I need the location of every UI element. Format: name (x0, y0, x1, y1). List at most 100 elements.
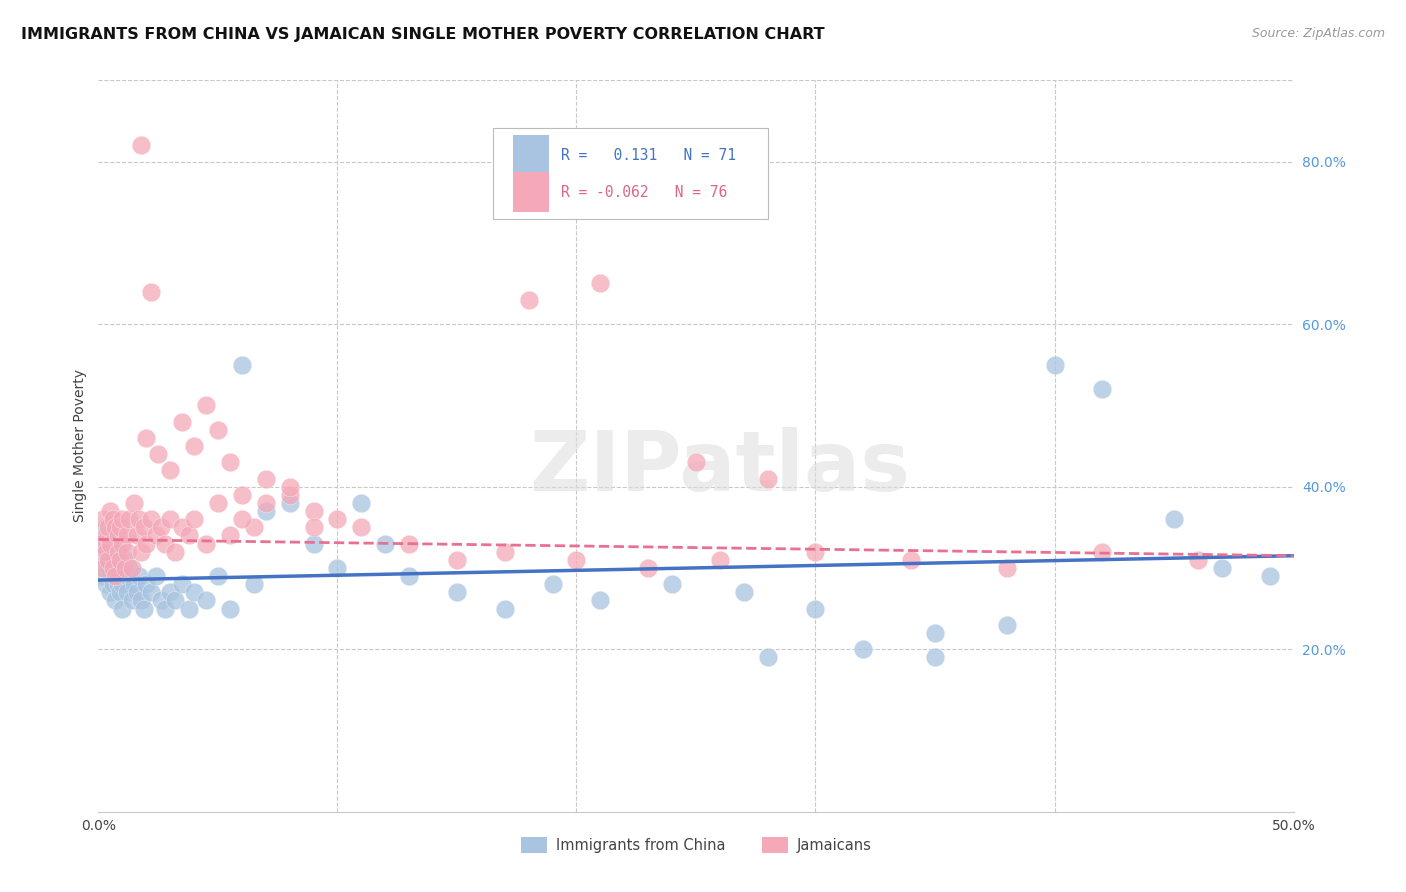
Point (159, 463, 181, 477)
Point (1163, 512, 1185, 526)
Point (108, 520, 131, 534)
Point (231, 488, 253, 502)
Point (995, 561, 1018, 575)
Point (98, 536, 122, 550)
Point (183, 439, 205, 453)
Point (254, 471, 277, 485)
Point (145, 528, 167, 542)
Point (115, 585, 138, 599)
Point (685, 455, 707, 469)
Point (94, 520, 117, 534)
Point (243, 577, 266, 591)
Point (101, 553, 124, 567)
Point (756, 471, 779, 485)
Point (91, 536, 114, 550)
Point (1187, 553, 1209, 567)
Point (107, 577, 129, 591)
Point (1211, 561, 1233, 575)
Point (97, 544, 120, 558)
Point (111, 601, 134, 615)
Point (135, 536, 157, 550)
Point (995, 617, 1018, 632)
Point (97, 520, 120, 534)
Point (565, 553, 588, 567)
Point (183, 585, 205, 599)
Point (207, 423, 229, 437)
Point (374, 536, 396, 550)
Point (94, 577, 117, 591)
Point (104, 561, 127, 575)
Point (326, 512, 349, 526)
Point (118, 512, 141, 526)
Point (172, 415, 194, 429)
Point (155, 536, 177, 550)
Point (111, 512, 134, 526)
Point (107, 544, 129, 558)
Point (709, 553, 731, 567)
Point (135, 431, 157, 445)
Point (1091, 382, 1114, 396)
Point (145, 569, 167, 583)
Point (155, 601, 177, 615)
Text: IMMIGRANTS FROM CHINA VS JAMAICAN SINGLE MOTHER POVERTY CORRELATION CHART: IMMIGRANTS FROM CHINA VS JAMAICAN SINGLE… (21, 27, 825, 42)
Point (149, 593, 172, 607)
Point (121, 561, 143, 575)
Point (243, 520, 266, 534)
Point (207, 496, 229, 510)
Point (159, 512, 181, 526)
Point (183, 512, 205, 526)
Point (163, 544, 186, 558)
Point (94, 528, 117, 542)
Point (195, 593, 218, 607)
Point (1043, 358, 1066, 372)
Point (852, 642, 875, 657)
Point (494, 544, 516, 558)
Point (637, 561, 659, 575)
Point (107, 544, 129, 558)
Point (107, 569, 129, 583)
Point (101, 577, 124, 591)
Point (924, 650, 946, 665)
Point (517, 293, 540, 307)
Point (589, 277, 612, 291)
Point (231, 358, 253, 372)
Point (446, 553, 468, 567)
Point (195, 398, 218, 412)
Point (90, 561, 112, 575)
Point (195, 536, 218, 550)
Text: R =   0.131   N = 71: R = 0.131 N = 71 (561, 147, 735, 162)
Text: Source: ZipAtlas.com: Source: ZipAtlas.com (1251, 27, 1385, 40)
Point (132, 520, 155, 534)
Point (219, 455, 242, 469)
Point (207, 569, 229, 583)
Y-axis label: Single Mother Poverty: Single Mother Poverty (73, 369, 87, 523)
Point (302, 504, 325, 518)
Point (118, 561, 141, 575)
Text: R = -0.062   N = 76: R = -0.062 N = 76 (561, 185, 727, 200)
Point (135, 577, 157, 591)
Point (139, 285, 162, 299)
Point (139, 585, 162, 599)
Point (148, 447, 170, 461)
Point (107, 528, 129, 542)
Point (104, 593, 127, 607)
Point (108, 553, 131, 567)
Point (131, 138, 153, 153)
Point (104, 520, 127, 534)
Point (733, 585, 755, 599)
Point (101, 512, 124, 526)
Point (756, 650, 779, 665)
Point (446, 585, 468, 599)
Point (494, 601, 516, 615)
Point (128, 512, 150, 526)
Point (90, 536, 112, 550)
Point (104, 569, 127, 583)
Point (101, 561, 124, 575)
Point (98, 585, 122, 599)
Point (326, 561, 349, 575)
Point (163, 593, 186, 607)
Point (97, 553, 120, 567)
Point (219, 601, 242, 615)
Point (125, 585, 148, 599)
Point (124, 577, 146, 591)
